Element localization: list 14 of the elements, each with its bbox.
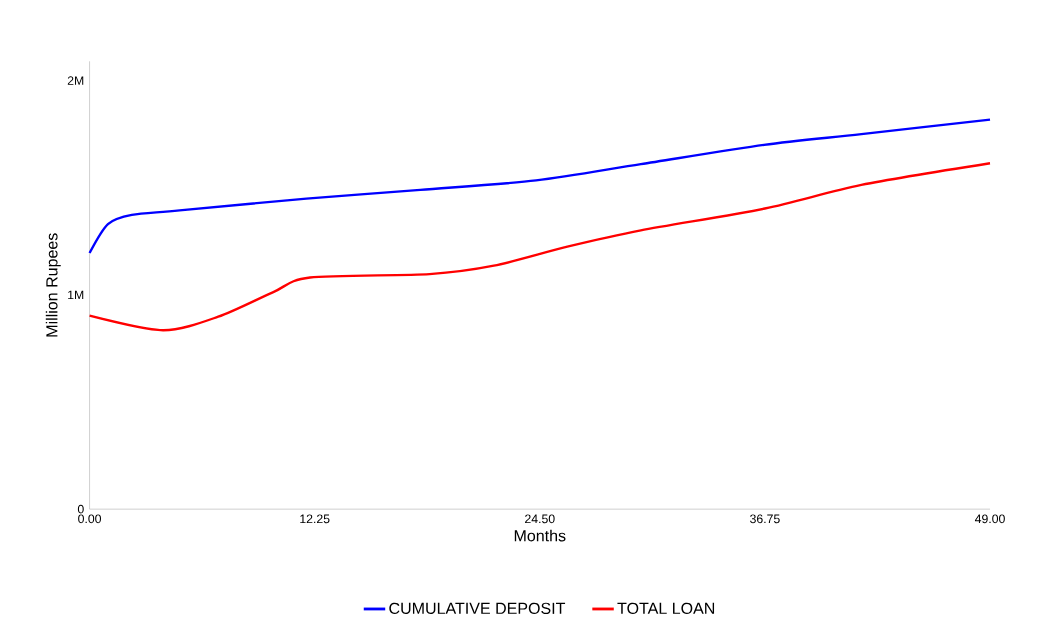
x-tick-label: 12.25 <box>300 514 330 524</box>
x-tick-label: 49.00 <box>974 514 1005 524</box>
y-tick-label: 0 <box>77 504 84 514</box>
x-axis-title: Months <box>514 529 566 542</box>
y-axis-title: Million Rupees <box>45 233 61 337</box>
y-tick-label: 2M <box>67 76 84 85</box>
line-series <box>88 162 992 332</box>
x-tick-label: 36.75 <box>750 514 780 524</box>
legend-label: TOTAL LOAN <box>617 602 715 615</box>
x-tick-label: 24.50 <box>525 514 555 524</box>
line-series <box>88 118 992 255</box>
y-tick-label: 1M <box>68 290 84 300</box>
legend-label: CUMULATIVE DEPOSIT <box>389 602 566 615</box>
x-tick-label: 0.00 <box>78 514 102 524</box>
